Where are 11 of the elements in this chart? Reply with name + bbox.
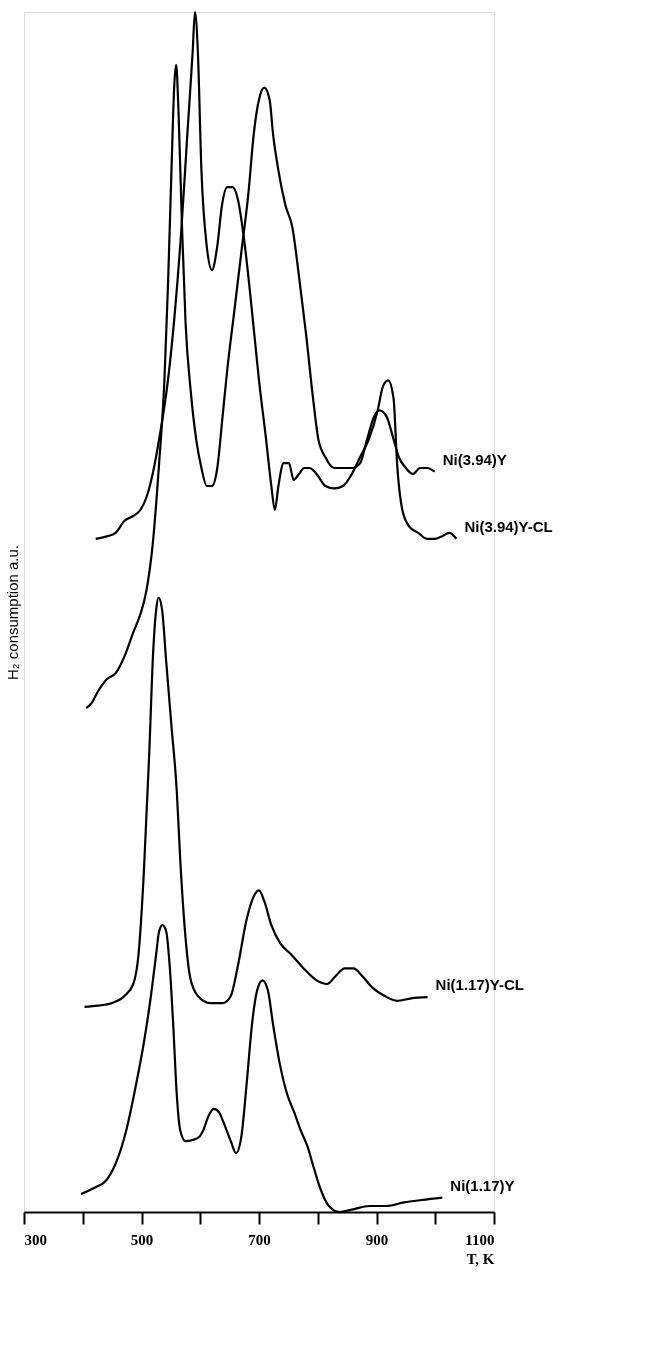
- y-axis-title: H₂ consumption a.u.: [3, 544, 21, 681]
- x-tick-label: 500: [130, 1231, 154, 1248]
- series-label: Ni(3.94)Y-CL: [464, 517, 553, 535]
- series-label: Ni(1.17)Y: [450, 1176, 515, 1194]
- x-tick-label: 900: [365, 1231, 389, 1248]
- x-axis-title: T, K: [466, 1250, 495, 1267]
- x-tick-label: 1100: [465, 1231, 495, 1248]
- series-label: Ni(1.17)Y-CL: [435, 976, 524, 994]
- series-label: Ni(3.94)Y: [442, 450, 507, 468]
- x-tick-label: 300: [24, 1231, 47, 1248]
- x-tick-label: 700: [248, 1231, 271, 1248]
